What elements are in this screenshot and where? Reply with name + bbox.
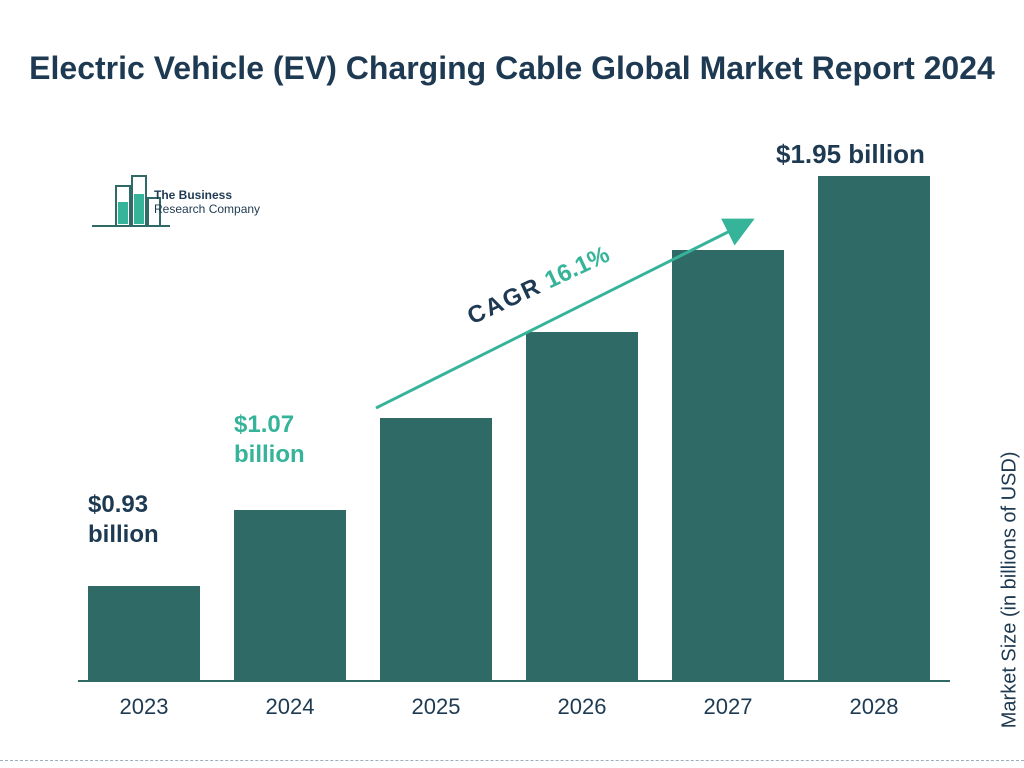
xlabel-2027: 2027 — [672, 694, 784, 720]
xlabel-2024: 2024 — [234, 694, 346, 720]
xlabel-2026: 2026 — [526, 694, 638, 720]
value-label-2024: $1.07 billion — [234, 410, 305, 470]
bar-2023 — [88, 586, 200, 680]
value-label-2023: $0.93 billion — [88, 490, 159, 550]
cagr-label: CAGR 16.1% — [463, 241, 614, 331]
bar-fill — [380, 418, 492, 680]
bar-fill — [526, 332, 638, 680]
xlabel-2023: 2023 — [88, 694, 200, 720]
cagr-value: 16.1% — [541, 241, 614, 294]
value-label-2028: $1.95 billion — [776, 138, 925, 171]
bar-fill — [234, 510, 346, 680]
bottom-divider — [0, 760, 1024, 761]
chart-baseline — [78, 680, 950, 682]
bar-2025 — [380, 418, 492, 680]
logo-text-line1: The Business — [154, 188, 232, 202]
bar-2027 — [672, 250, 784, 680]
company-logo-text: The Business Research Company — [154, 188, 260, 217]
bar-2024 — [234, 510, 346, 680]
value-amount: $0.93 — [88, 491, 148, 518]
bar-fill — [88, 586, 200, 680]
cagr-text: CAGR — [463, 272, 546, 330]
y-axis-label: Market Size (in billions of USD) — [999, 452, 1022, 729]
bar-fill — [672, 250, 784, 680]
xlabel-2028: 2028 — [818, 694, 930, 720]
value-unit: billion — [234, 441, 305, 468]
value-unit: billion — [88, 521, 159, 548]
chart-title: Electric Vehicle (EV) Charging Cable Glo… — [0, 48, 1024, 90]
logo-text-line2: Research Company — [154, 202, 260, 216]
bar-2028 — [818, 176, 930, 680]
bar-2026 — [526, 332, 638, 680]
xlabel-2025: 2025 — [380, 694, 492, 720]
value-amount: $1.07 — [234, 411, 294, 438]
bar-fill — [818, 176, 930, 680]
